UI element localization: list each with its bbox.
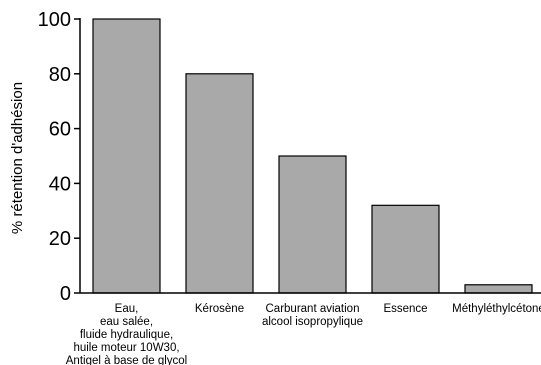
category-label-line: eau salée, [100,316,153,328]
y-tick-label: 100 [38,9,71,31]
category-label: Méthyléthylcétone [452,303,541,315]
category-label-line: Essence [383,303,427,315]
y-tick-label: 20 [49,228,71,250]
category-label-line: Méthyléthylcétone [452,303,541,315]
category-labels: Eau,eau salée,fluide hydraulique,huile m… [66,303,541,365]
category-label: Essence [383,303,427,315]
y-tick-label: 40 [49,173,71,195]
category-label-line: Carburant aviation [266,303,360,315]
bar [278,155,347,294]
y-tick-label: 80 [49,64,71,86]
bar [185,73,254,294]
category-label-line: Antigel à base de glycol [66,355,187,365]
bar [92,18,161,294]
category-label: Kérosène [195,303,244,315]
y-tick-label: 0 [60,283,71,305]
bar [371,204,440,294]
bar [464,284,533,294]
bars [92,18,533,294]
category-label-line: Eau, [115,303,139,315]
y-axis-title: % rétention d'adhésion [9,82,26,234]
category-label-line: huile moteur 10W30, [73,342,179,354]
y-ticks: 0 20 40 60 80 100 [38,9,80,305]
y-tick-label: 60 [49,119,71,141]
axes [79,18,541,294]
category-label-line: fluide hydraulique, [80,329,173,341]
category-label-line: alcool isopropylique [262,316,363,328]
category-label-line: Kérosène [195,303,244,315]
category-label: Eau,eau salée,fluide hydraulique,huile m… [66,303,187,365]
